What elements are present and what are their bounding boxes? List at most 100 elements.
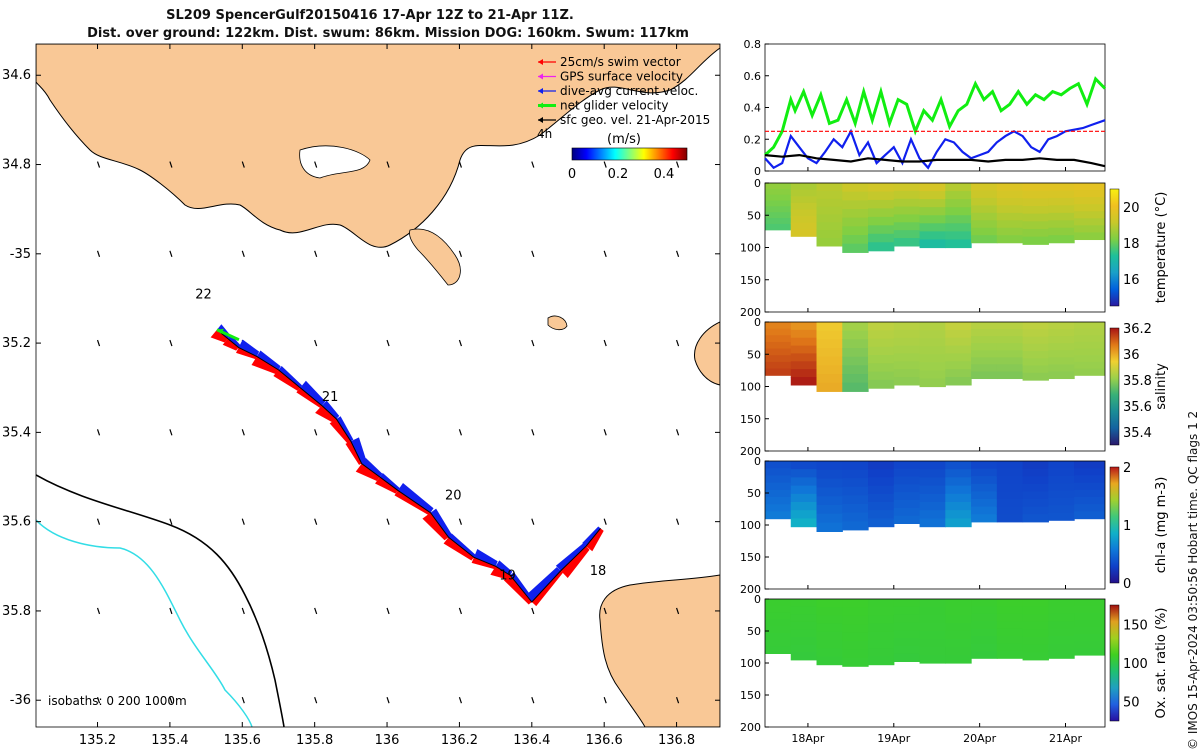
velocity-y-tick-label: 0.4 (744, 102, 762, 115)
section-cell (1022, 343, 1049, 352)
sfc-velocity-arrow (241, 250, 245, 257)
section-cell (893, 461, 921, 470)
velocity-y-tick-label: 0.6 (744, 70, 762, 83)
section-cell (790, 229, 818, 237)
section-cell (1022, 606, 1049, 615)
swim-vector (394, 490, 431, 516)
section-cell (996, 628, 1024, 637)
section-cell (919, 469, 946, 478)
dive-avg-current-vector (361, 457, 383, 478)
colorbar-tick-label: 0.4 (654, 167, 675, 182)
chart-title-line2: Dist. over ground: 122km. Dist. swum: 86… (87, 26, 689, 41)
section-cell (996, 483, 1024, 492)
swim-vector (471, 557, 496, 570)
section-cell (816, 640, 843, 649)
section-cell (1048, 650, 1075, 659)
colorbar-tick-label: 2 (1123, 461, 1131, 476)
swim-vector (329, 418, 351, 444)
legend-arrowhead (538, 102, 543, 109)
section-cell (996, 212, 1024, 221)
section-cell (868, 518, 895, 528)
depth-tick-label: 0 (754, 593, 761, 606)
section-cell (842, 209, 869, 219)
section-cell (971, 371, 998, 380)
section-cell (842, 486, 869, 496)
section-cell (790, 369, 818, 378)
sfc-velocity-arrow (241, 607, 245, 615)
section-colorbar (1109, 188, 1120, 307)
section-cell (1048, 483, 1075, 492)
section-cell (971, 336, 998, 344)
section-cell (893, 214, 921, 223)
section-cell (971, 190, 998, 199)
section-cell (790, 621, 818, 630)
section-cell (1074, 497, 1105, 505)
section-cell (868, 355, 895, 364)
sfc-velocity-arrow (531, 607, 535, 615)
section-cell (971, 514, 998, 523)
section-cell (971, 322, 998, 330)
dive-avg-current-vector (430, 508, 452, 538)
section-cell (945, 337, 972, 347)
sfc-velocity-arrow (386, 339, 390, 347)
legend-label: GPS surface velocity (560, 70, 683, 84)
section-cell (1074, 183, 1105, 191)
section-cell (1048, 613, 1075, 622)
section-cell (765, 511, 792, 520)
glider-track-map: 22 21 20 19 18 135.2 135.4 135.6 135.8 136 136.2 1… (2, 43, 721, 748)
section-cell (816, 522, 843, 532)
colorbar-tick-label: 100 (1123, 657, 1148, 672)
section-cell (790, 485, 818, 495)
section-cell (971, 212, 998, 221)
section-cell (790, 469, 818, 478)
section-cell (868, 208, 895, 218)
section-cell (816, 374, 843, 384)
section-cell (765, 639, 792, 648)
section-cell (842, 339, 869, 349)
section-cell (971, 220, 998, 229)
section-cell (919, 599, 946, 608)
section-cell (1074, 225, 1105, 233)
section-cell (1022, 190, 1049, 199)
section-cell (765, 212, 792, 219)
section-cell (919, 322, 946, 331)
section-cell (765, 200, 792, 207)
colorbar-bar (571, 147, 688, 161)
section-cell (893, 468, 921, 478)
velocity-panel: 00.20.40.60.8velocity magnitude (m/s) (744, 38, 1107, 178)
section-cell (996, 636, 1024, 644)
section-cell (919, 362, 946, 371)
section-cell (868, 346, 895, 356)
section-cell (996, 468, 1024, 477)
colorbar-tick-label: 20 (1123, 201, 1140, 216)
section-colorbar (1109, 604, 1120, 722)
section-cell (945, 518, 972, 528)
section-cell (919, 370, 946, 380)
section-cell (1048, 475, 1075, 484)
map-x-tick-label: 136.2 (441, 733, 478, 748)
sfc-velocity-arrow (314, 161, 318, 168)
day-label: 22 (195, 287, 212, 302)
sfc-velocity-arrow (603, 429, 607, 436)
depth-tick-label: 50 (747, 209, 761, 222)
section-cell (945, 615, 972, 624)
section-cell (1074, 211, 1105, 219)
section-cell (1074, 368, 1105, 376)
section-cell (816, 356, 843, 366)
isobath-1000m (36, 519, 253, 727)
section-cell (1048, 357, 1075, 365)
section-colorbar (1109, 327, 1120, 446)
section-cell (790, 345, 818, 355)
section-cell (945, 361, 972, 370)
section-cell (1074, 504, 1105, 512)
section-cell (945, 345, 972, 355)
section-cell (919, 239, 946, 249)
section-cell (1022, 514, 1049, 523)
section-cell (1022, 351, 1049, 359)
section-cell (945, 239, 972, 249)
depth-tick-label: 50 (747, 348, 761, 361)
section-cell (842, 461, 869, 471)
section-cell (1048, 512, 1075, 521)
sfc-velocity-arrow (603, 607, 607, 615)
section-cell (971, 227, 998, 236)
